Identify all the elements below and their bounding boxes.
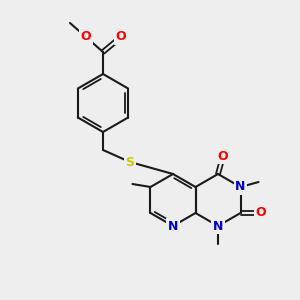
Text: O: O: [218, 149, 228, 163]
Text: N: N: [235, 181, 246, 194]
Text: O: O: [116, 31, 126, 44]
Text: O: O: [255, 206, 266, 220]
Text: O: O: [81, 31, 91, 44]
Text: N: N: [213, 220, 223, 232]
Text: S: S: [125, 155, 134, 169]
Text: N: N: [168, 220, 178, 232]
